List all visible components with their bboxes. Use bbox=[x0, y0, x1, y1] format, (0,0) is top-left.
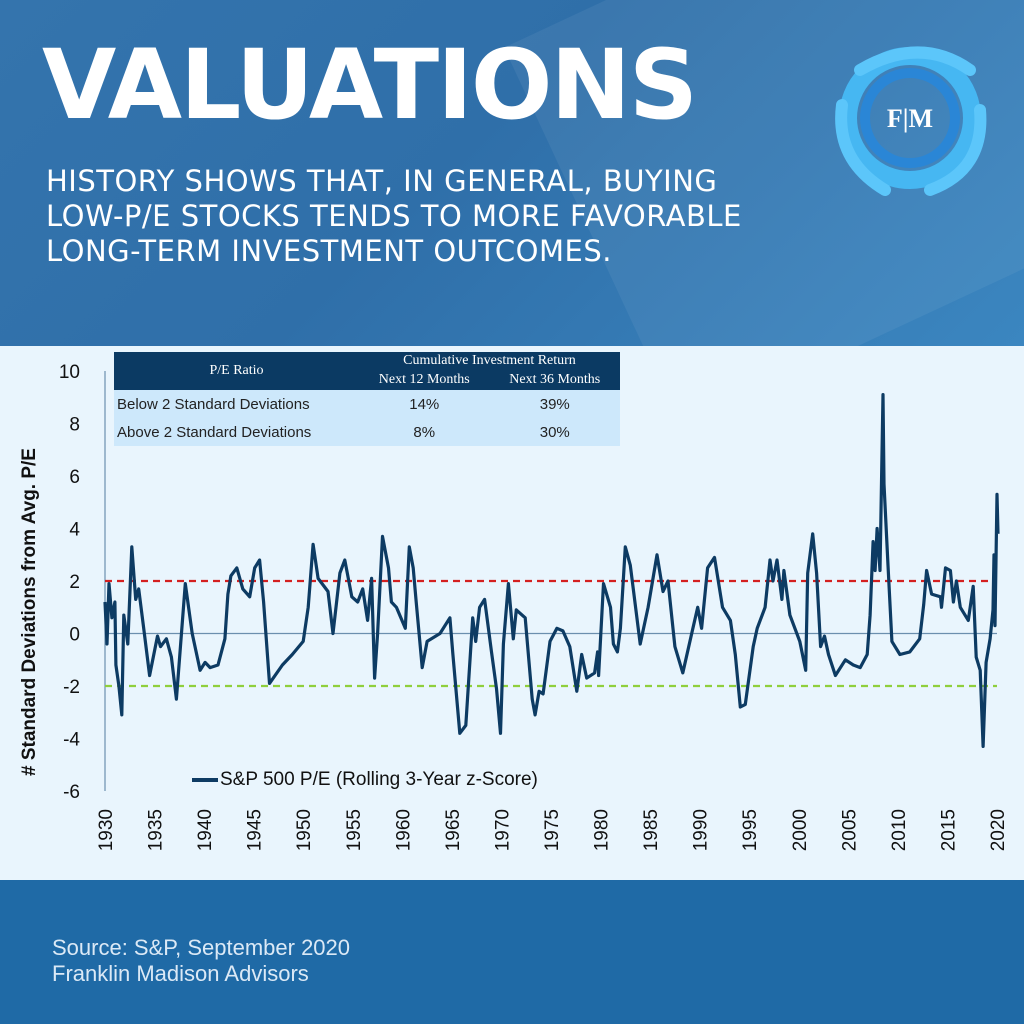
legend-swatch bbox=[192, 778, 218, 782]
fm-logo: F|M bbox=[835, 46, 987, 196]
chart-svg: 10 8 6 4 2 0 -2 -4 -6 1930 1935 1940 1945 1950 1955 196… bbox=[59, 362, 1009, 851]
row-36m: 39% bbox=[539, 395, 570, 413]
row-12m: 8% bbox=[413, 423, 436, 441]
x-tick-label: 1935 bbox=[146, 809, 167, 851]
footer: Source: S&P, September 2020 Franklin Mad… bbox=[0, 880, 1024, 1024]
page-subtitle: HISTORY SHOWS THAT, IN GENERAL, BUYING L… bbox=[46, 164, 826, 269]
firm-name: Franklin Madison Advisors bbox=[52, 961, 309, 986]
y-axis-label: # Standard Deviations from Avg. P/E bbox=[19, 448, 40, 777]
header-banner: VALUATIONS HISTORY SHOWS THAT, IN GENERA… bbox=[0, 0, 1024, 346]
legend-label: S&P 500 P/E (Rolling 3-Year z-Score) bbox=[220, 769, 538, 790]
x-tick-label: 1945 bbox=[245, 809, 266, 851]
x-tick-label: 1980 bbox=[592, 809, 613, 851]
subtitle-line: HISTORY SHOWS THAT, IN GENERAL, BUYING bbox=[46, 164, 718, 198]
y-tick-label: 8 bbox=[69, 415, 80, 436]
y-tick-label: -4 bbox=[63, 730, 80, 751]
y-tick-label: -6 bbox=[63, 782, 80, 803]
y-tick-label: 2 bbox=[69, 572, 80, 593]
header-36-months: Next 36 Months bbox=[509, 372, 601, 387]
header-pe-ratio: P/E Ratio bbox=[209, 363, 264, 378]
y-tick-label: 0 bbox=[69, 625, 80, 646]
header-12-months: Next 12 Months bbox=[378, 372, 470, 387]
x-tick-label: 1990 bbox=[691, 809, 712, 851]
x-tick-label: 2020 bbox=[988, 809, 1009, 851]
x-tick-label: 2000 bbox=[790, 809, 811, 851]
row-label: Above 2 Standard Deviations bbox=[117, 423, 312, 441]
row-label: Below 2 Standard Deviations bbox=[117, 395, 310, 413]
x-tick-label: 1985 bbox=[641, 809, 662, 851]
row-36m: 30% bbox=[539, 423, 570, 441]
x-tick-label: 1950 bbox=[294, 809, 315, 851]
x-tick-label: 1965 bbox=[443, 809, 464, 851]
table-row: Below 2 Standard Deviations 14% 39% bbox=[114, 390, 620, 418]
table-row: Above 2 Standard Deviations 8% 30% bbox=[114, 418, 620, 446]
subtitle-line: LONG-TERM INVESTMENT OUTCOMES. bbox=[46, 234, 612, 268]
x-tick-label: 2015 bbox=[938, 809, 959, 851]
y-tick-label: 4 bbox=[69, 520, 80, 541]
header-cumulative-return: Cumulative Investment Return bbox=[403, 353, 576, 368]
returns-table: P/E Ratio Cumulative Investment Return N… bbox=[114, 352, 620, 446]
x-tick-label: 1930 bbox=[96, 809, 117, 851]
chart-panel: 10 8 6 4 2 0 -2 -4 -6 1930 1935 1940 1945 1950 1955 196… bbox=[0, 346, 1024, 880]
y-tick-label: 10 bbox=[59, 362, 80, 383]
x-tick-label: 1960 bbox=[393, 809, 414, 851]
chart-legend: S&P 500 P/E (Rolling 3-Year z-Score) bbox=[192, 769, 538, 791]
row-12m: 14% bbox=[409, 395, 440, 413]
x-tick-label: 1955 bbox=[344, 809, 365, 851]
y-tick-label: -2 bbox=[63, 677, 80, 698]
table-header-row: P/E Ratio Cumulative Investment Return bbox=[114, 352, 620, 378]
x-tick-label: 1975 bbox=[542, 809, 563, 851]
x-tick-label: 1995 bbox=[740, 809, 761, 851]
x-tick-label: 1940 bbox=[195, 809, 216, 851]
subtitle-line: LOW-P/E STOCKS TENDS TO MORE FAVORABLE bbox=[46, 199, 742, 233]
y-tick-label: 6 bbox=[69, 467, 80, 488]
series-line-sp500-pe bbox=[103, 392, 1000, 748]
page-title: VALUATIONS bbox=[42, 29, 698, 141]
source-text: Source: S&P, September 2020 Franklin Mad… bbox=[52, 935, 350, 987]
source-line: Source: S&P, September 2020 bbox=[52, 935, 351, 960]
x-tick-label: 2010 bbox=[889, 809, 910, 851]
x-tick-label: 2005 bbox=[839, 809, 860, 851]
x-tick-label: 1970 bbox=[492, 809, 513, 851]
logo-text: F|M bbox=[887, 104, 933, 133]
